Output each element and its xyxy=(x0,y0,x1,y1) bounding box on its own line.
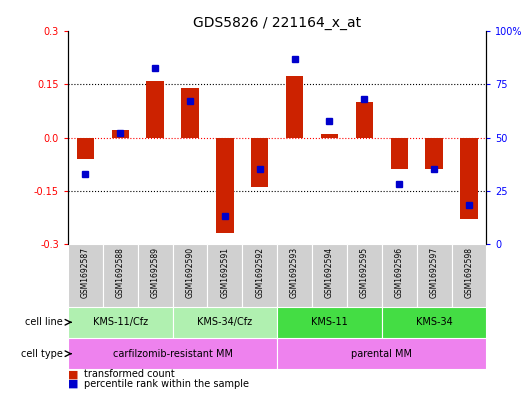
Text: KMS-34/Cfz: KMS-34/Cfz xyxy=(197,317,253,327)
Text: KMS-34: KMS-34 xyxy=(416,317,452,327)
Bar xyxy=(208,244,242,307)
Text: GSM1692596: GSM1692596 xyxy=(395,247,404,298)
Bar xyxy=(68,244,103,307)
Bar xyxy=(451,244,486,307)
Bar xyxy=(425,138,443,169)
Bar xyxy=(460,138,477,219)
Text: GSM1692592: GSM1692592 xyxy=(255,247,264,298)
Text: GSM1692595: GSM1692595 xyxy=(360,247,369,298)
Bar xyxy=(356,102,373,138)
Bar xyxy=(382,307,486,338)
Text: transformed count: transformed count xyxy=(84,369,175,379)
Title: GDS5826 / 221164_x_at: GDS5826 / 221164_x_at xyxy=(193,17,361,30)
Bar xyxy=(417,244,451,307)
Text: KMS-11: KMS-11 xyxy=(311,317,348,327)
Text: KMS-11/Cfz: KMS-11/Cfz xyxy=(93,317,148,327)
Bar xyxy=(277,307,382,338)
Bar xyxy=(173,307,277,338)
Bar xyxy=(77,138,94,159)
Bar xyxy=(382,244,417,307)
Bar xyxy=(68,338,277,369)
Bar xyxy=(347,244,382,307)
Text: GSM1692594: GSM1692594 xyxy=(325,247,334,298)
Text: GSM1692590: GSM1692590 xyxy=(186,247,195,298)
Bar xyxy=(173,244,208,307)
Bar xyxy=(251,138,268,187)
Text: cell type: cell type xyxy=(21,349,63,359)
Text: GSM1692587: GSM1692587 xyxy=(81,247,90,298)
Bar xyxy=(138,244,173,307)
Text: GSM1692588: GSM1692588 xyxy=(116,247,125,298)
Bar xyxy=(277,338,486,369)
Bar xyxy=(321,134,338,138)
Bar xyxy=(312,244,347,307)
Text: GSM1692597: GSM1692597 xyxy=(429,247,439,298)
Text: GSM1692589: GSM1692589 xyxy=(151,247,160,298)
Text: GSM1692591: GSM1692591 xyxy=(220,247,230,298)
Text: ■: ■ xyxy=(68,379,78,389)
Bar xyxy=(103,244,138,307)
Text: percentile rank within the sample: percentile rank within the sample xyxy=(84,379,248,389)
Bar xyxy=(277,244,312,307)
Text: parental MM: parental MM xyxy=(351,349,412,359)
Text: cell line: cell line xyxy=(25,317,63,327)
Bar xyxy=(146,81,164,138)
Bar xyxy=(68,307,173,338)
Text: ■: ■ xyxy=(68,369,78,379)
Bar xyxy=(242,244,277,307)
Bar xyxy=(181,88,199,138)
Bar xyxy=(286,75,303,138)
Bar xyxy=(111,130,129,138)
Text: carfilzomib-resistant MM: carfilzomib-resistant MM xyxy=(112,349,233,359)
Bar xyxy=(391,138,408,169)
Text: GSM1692593: GSM1692593 xyxy=(290,247,299,298)
Bar xyxy=(216,138,234,233)
Text: GSM1692598: GSM1692598 xyxy=(464,247,473,298)
